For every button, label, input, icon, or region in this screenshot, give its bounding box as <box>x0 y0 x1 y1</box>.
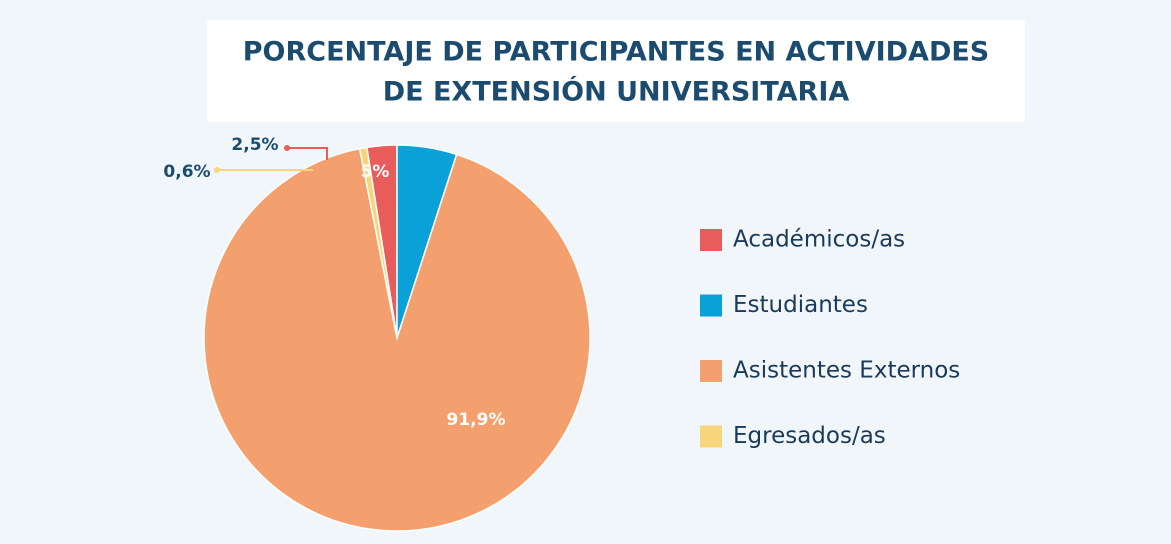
pie-slice <box>358 146 398 339</box>
title-box <box>207 20 1025 122</box>
legend-label: Estudiantes <box>733 292 868 318</box>
legend-label: Egresados/as <box>733 423 886 449</box>
chart-title: PORCENTAJE DE PARTICIPANTES EN ACTIVIDAD… <box>243 37 990 68</box>
value-label: 2,5% <box>231 135 278 155</box>
legend-swatch <box>700 425 722 448</box>
value-label: 5% <box>361 162 390 182</box>
legend-swatch <box>700 294 722 317</box>
chart-title: DE EXTENSIÓN UNIVERSITARIA <box>383 76 850 108</box>
leader-line <box>287 147 328 160</box>
legend-swatch <box>700 360 722 382</box>
leader-dot <box>284 145 290 151</box>
pie-slice <box>203 147 591 532</box>
legend-label: Académicos/as <box>733 227 905 253</box>
legend-label: Asistentes Externos <box>733 358 960 384</box>
leader-dot <box>214 167 220 173</box>
value-label: 91,9% <box>447 410 506 430</box>
legend-swatch <box>700 229 722 251</box>
value-label: 0,6% <box>163 162 210 182</box>
